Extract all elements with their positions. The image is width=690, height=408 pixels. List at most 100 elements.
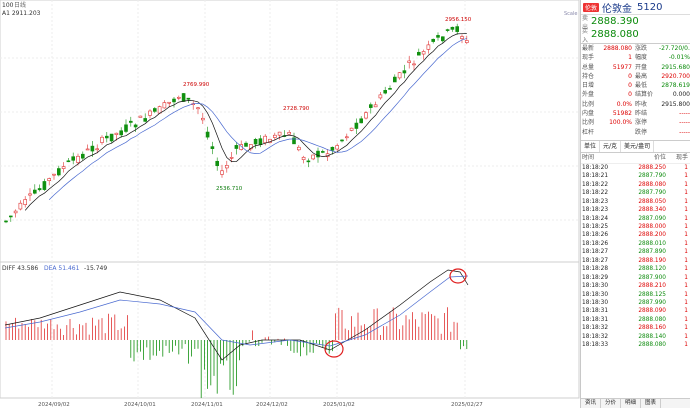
x-axis-label: 2025/02/27 bbox=[451, 402, 483, 408]
trade-price: 2888.080 bbox=[638, 181, 666, 188]
trade-row: 18:18:23 2888.050 1 bbox=[581, 198, 690, 206]
trade-row: 18:18:27 2888.190 1 bbox=[581, 257, 690, 265]
trade-price: 2888.010 bbox=[638, 240, 666, 247]
macd-pane bbox=[0, 261, 580, 399]
candle-body bbox=[181, 93, 186, 102]
trade-time: 18:18:23 bbox=[582, 198, 609, 205]
trade-row: 18:18:29 2887.900 1 bbox=[581, 274, 690, 282]
candle-body bbox=[61, 166, 66, 169]
trade-row: 18:18:31 2888.090 1 bbox=[581, 307, 690, 315]
footer-tab[interactable]: 分价 bbox=[601, 399, 622, 408]
unit-tab[interactable]: 美元/盎司 bbox=[621, 140, 655, 152]
trade-time: 18:18:24 bbox=[582, 215, 609, 222]
info-value: ----- bbox=[679, 128, 690, 136]
info-key: 比例 bbox=[582, 119, 595, 127]
info-key: 幅度 bbox=[635, 54, 648, 62]
macd-diff-label: DIFF 43.586 bbox=[2, 265, 38, 272]
candle-body bbox=[148, 110, 152, 116]
info-key: 结算价 bbox=[635, 91, 654, 99]
unit-tab[interactable]: 元/克 bbox=[600, 140, 622, 152]
trade-volume: 1 bbox=[684, 207, 688, 214]
candle-body bbox=[450, 26, 455, 30]
unit-tab[interactable]: 单位 bbox=[581, 140, 601, 152]
trade-price: 2888.190 bbox=[638, 257, 666, 264]
trade-time: 18:18:22 bbox=[582, 181, 609, 188]
quote-panel: 伦敦 伦敦金 5120 卖出 2888.390 买入 2888.080 最新 28… bbox=[580, 0, 690, 408]
trade-volume: 1 bbox=[684, 240, 688, 247]
trade-volume: 1 bbox=[684, 316, 688, 323]
candle-body bbox=[225, 165, 229, 169]
candle-body bbox=[455, 26, 460, 32]
buy-price: 2888.080 bbox=[591, 29, 639, 40]
candle-body bbox=[32, 189, 37, 194]
trade-time: 18:18:23 bbox=[582, 207, 609, 214]
info-key: 最低 bbox=[635, 82, 648, 90]
trade-price: 2887.090 bbox=[638, 215, 666, 222]
trade-time: 18:18:30 bbox=[582, 283, 609, 290]
candle-body bbox=[76, 155, 80, 163]
candle-body bbox=[392, 76, 397, 83]
trade-price: 2888.125 bbox=[638, 291, 666, 298]
trade-volume: 1 bbox=[684, 257, 688, 264]
info-key: 最新 bbox=[582, 45, 595, 52]
candle-body bbox=[162, 102, 167, 109]
trade-time: 18:18:27 bbox=[582, 257, 609, 264]
info-row: 杠杆 跌停 ----- bbox=[581, 128, 690, 137]
price-annotation: 2536.710 bbox=[216, 186, 243, 192]
candle-body bbox=[407, 60, 412, 63]
instrument-name: 伦敦金 bbox=[602, 3, 633, 15]
trade-volume: 1 bbox=[684, 299, 688, 306]
trade-price: 2888.000 bbox=[638, 224, 666, 231]
candle-body bbox=[287, 132, 292, 135]
candle-body bbox=[311, 154, 316, 160]
price-annotation: 2956.150 bbox=[445, 17, 472, 23]
macd-diff-line bbox=[4, 269, 469, 361]
info-key: 最高 bbox=[635, 72, 648, 80]
candle-body bbox=[426, 44, 431, 50]
info-value: -27.720/0.95% bbox=[659, 45, 690, 52]
trade-price: 2887.990 bbox=[638, 299, 666, 306]
candle-body bbox=[383, 90, 388, 94]
candle-body bbox=[373, 104, 378, 108]
trade-time: 18:18:27 bbox=[582, 249, 609, 256]
candle-body bbox=[340, 139, 344, 142]
quote-header: 伦敦 伦敦金 5120 bbox=[581, 0, 690, 15]
info-value: 2878.619 bbox=[661, 82, 690, 90]
trade-time: 18:18:25 bbox=[582, 224, 609, 231]
footer-tab[interactable]: 图表 bbox=[641, 399, 662, 408]
candle-body bbox=[440, 36, 445, 42]
footer-tab[interactable]: 资讯 bbox=[581, 399, 602, 408]
trade-row: 18:18:25 2888.000 1 bbox=[581, 223, 690, 231]
trade-row: 18:18:31 2888.080 1 bbox=[581, 316, 690, 324]
trade-column-header: 时间 bbox=[582, 153, 595, 161]
info-value: -0.01% bbox=[668, 54, 690, 62]
trade-row: 18:18:22 2887.790 1 bbox=[581, 189, 690, 197]
candle-body bbox=[464, 40, 469, 43]
candle-body bbox=[368, 104, 373, 108]
trade-time: 18:18:33 bbox=[582, 342, 609, 349]
info-key: 现手 bbox=[582, 54, 595, 62]
sell-price-row[interactable]: 卖出 2888.390 bbox=[581, 14, 690, 31]
info-row: 持仓 0 最高 2920.700 bbox=[581, 72, 690, 81]
trade-volume: 1 bbox=[684, 308, 688, 315]
info-value: 2915.800 bbox=[661, 100, 690, 108]
trade-volume: 1 bbox=[684, 181, 688, 188]
ma-line-long bbox=[48, 38, 467, 200]
candle-body bbox=[388, 88, 392, 90]
trade-row: 18:18:28 2888.120 1 bbox=[581, 265, 690, 273]
trade-row: 18:18:20 2888.250 1 bbox=[581, 164, 690, 172]
trade-column-header: 现手 bbox=[675, 153, 688, 161]
candle-body bbox=[71, 156, 75, 161]
candle-body bbox=[201, 117, 205, 121]
footer-tab[interactable]: 明细 bbox=[621, 399, 642, 408]
sell-label: 卖出 bbox=[582, 14, 589, 31]
trade-time: 18:18:30 bbox=[582, 299, 609, 306]
candle-body bbox=[436, 35, 440, 38]
info-value: 0.000 bbox=[672, 91, 690, 99]
candle-body bbox=[349, 127, 354, 131]
trade-volume: 1 bbox=[684, 232, 688, 239]
trade-volume: 1 bbox=[684, 249, 688, 256]
candle-body bbox=[229, 156, 234, 159]
buy-price-row[interactable]: 买入 2888.080 bbox=[581, 28, 690, 44]
